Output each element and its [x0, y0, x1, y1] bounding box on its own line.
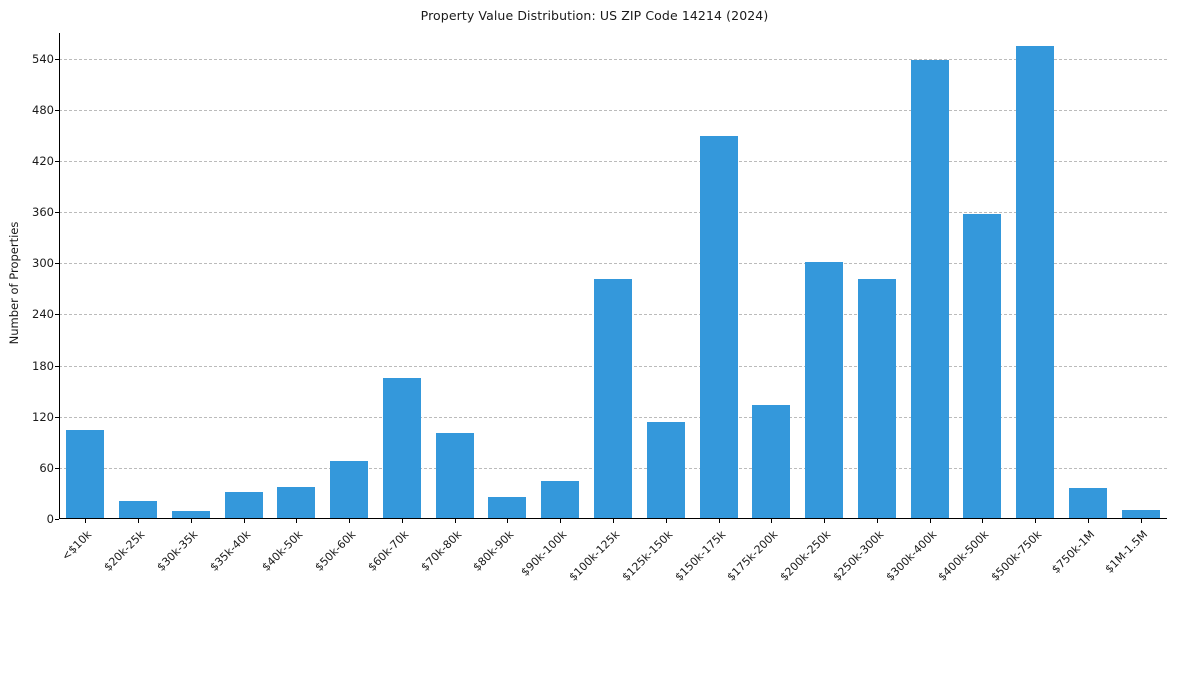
x-tick-mark	[982, 519, 984, 523]
bar	[1016, 45, 1055, 519]
x-tick-label-text: $1M-1.5M	[1102, 528, 1150, 576]
y-tick-mark	[55, 314, 59, 316]
x-tick-mark	[824, 519, 826, 523]
gridline	[59, 58, 1167, 60]
bar	[224, 491, 263, 519]
x-tick-mark	[85, 519, 87, 523]
y-tick-label: 480	[32, 102, 54, 117]
bar	[752, 404, 791, 519]
gridline	[59, 109, 1167, 111]
x-tick-label-text: $150k-175k	[672, 528, 728, 584]
x-tick-label-text: $750k-1M	[1049, 528, 1098, 576]
bar	[1068, 488, 1107, 519]
bar	[1121, 509, 1160, 519]
x-axis-spine	[59, 518, 1167, 519]
x-tick-mark	[876, 519, 878, 523]
y-tick-label: 180	[32, 358, 54, 373]
x-tick-mark	[665, 519, 667, 523]
bar	[963, 213, 1002, 519]
bar	[119, 501, 158, 519]
x-tick-label-text: $35k-40k	[207, 528, 253, 574]
bar	[699, 136, 738, 519]
x-tick-label-text: <$10k	[59, 528, 95, 564]
bar	[910, 60, 949, 519]
x-tick-mark	[296, 519, 298, 523]
x-tick-mark	[718, 519, 720, 523]
x-tick-mark	[1140, 519, 1142, 523]
y-tick-mark	[55, 58, 59, 60]
bar	[277, 487, 316, 519]
x-tick-label-text: $20k-25k	[101, 528, 148, 574]
y-tick-mark	[55, 263, 59, 265]
x-tick-label-text: $250k-300k	[830, 528, 886, 584]
plot-area	[59, 33, 1167, 519]
bar	[857, 278, 896, 519]
x-tick-mark	[349, 519, 351, 523]
bar	[435, 432, 474, 519]
y-tick-mark	[55, 416, 59, 418]
y-tick-label: 240	[32, 307, 54, 322]
y-tick-label: 300	[32, 256, 54, 271]
bar	[488, 496, 527, 519]
bar	[541, 480, 580, 519]
y-tick-mark	[55, 519, 59, 520]
y-tick-label: 540	[32, 51, 54, 66]
y-tick-mark	[55, 365, 59, 367]
x-tick-label-text: $400k-500k	[935, 528, 992, 584]
chart-title: Property Value Distribution: US ZIP Code…	[420, 8, 769, 23]
y-tick-label: 60	[39, 460, 54, 475]
gridline	[59, 212, 1167, 214]
bar	[646, 421, 685, 519]
y-tick-mark	[55, 109, 59, 111]
x-tick-mark	[613, 519, 614, 523]
bars-series	[59, 33, 1167, 519]
y-tick-label: 360	[32, 205, 54, 220]
x-tick-mark	[507, 519, 509, 523]
bar	[382, 378, 421, 519]
gridline	[59, 263, 1167, 265]
x-tick-mark	[190, 519, 192, 523]
x-tick-label-text: $50k-60k	[312, 528, 359, 574]
x-tick-label-text: $40k-50k	[259, 528, 306, 574]
bar	[171, 511, 210, 519]
x-tick-label-text: $70k-80k	[418, 528, 464, 574]
y-axis-label: Number of Properties	[7, 221, 21, 345]
x-tick-label-text: $100k-125k	[566, 528, 623, 584]
bar	[594, 278, 632, 519]
x-tick-mark	[929, 519, 931, 523]
y-axis-spine	[59, 33, 60, 519]
x-tick-mark	[401, 519, 403, 523]
x-tick-mark	[243, 519, 245, 523]
y-tick-mark	[55, 467, 59, 469]
gridline	[59, 160, 1167, 162]
y-tick-label: 120	[32, 409, 54, 424]
x-tick-mark	[1087, 519, 1089, 523]
x-tick-label-text: $300k-400k	[883, 528, 939, 584]
bar	[66, 430, 105, 519]
y-tick-label: 420	[32, 153, 54, 168]
x-tick-label-text: $90k-100k	[518, 528, 570, 579]
x-tick-label-text: $125k-150k	[619, 528, 675, 584]
x-tick-label-text: $200k-250k	[777, 528, 834, 584]
x-tick-label-text: $500k-750k	[988, 528, 1045, 584]
bar	[805, 261, 844, 519]
x-tick-mark	[1035, 519, 1037, 523]
x-tick-mark	[138, 519, 140, 523]
x-tick-mark	[560, 519, 562, 523]
x-tick-label-text: $60k-70k	[365, 528, 412, 574]
x-tick-mark	[771, 519, 773, 523]
y-tick-label: 0	[46, 512, 54, 526]
x-tick-mark	[454, 519, 456, 523]
y-tick-mark	[55, 212, 59, 214]
x-tick-label-text: $80k-90k	[470, 528, 517, 574]
chart-figure: Property Value Distribution: US ZIP Code…	[7, 8, 1167, 584]
y-tick-mark	[55, 160, 59, 162]
x-tick-label-text: $30k-35k	[154, 528, 201, 574]
x-tick-label-text: $175k-200k	[724, 528, 781, 584]
bar	[330, 461, 369, 519]
